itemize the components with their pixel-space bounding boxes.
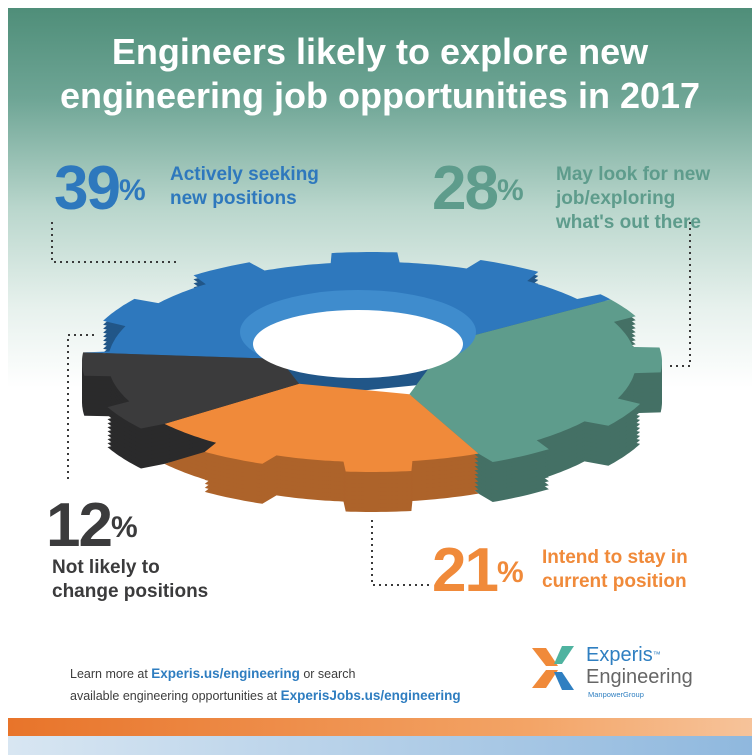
chart-hole [253,310,463,378]
callout-12-percent: 12% [46,491,138,560]
slice-4 [82,352,300,429]
callout-28-percent: 28% [432,154,524,223]
title-line-2: engineering job opportunities in 2017 [59,75,701,116]
leader-line-12 [67,334,94,482]
page-title: Engineers likely to explore new engineer… [8,30,752,118]
footer-line-2: available engineering opportunities at E… [70,688,461,703]
slice-3 [164,383,479,472]
callout-21-percent: 21% [432,536,524,605]
callout-12-label: Not likely to change positions [52,557,209,602]
callout-28-label: May look for new job/exploring what's ou… [556,164,711,233]
leader-line-28 [668,222,691,367]
experis-logo: Experis™ Engineering ManpowerGroup [528,642,728,702]
footer-line-1: Learn more at Experis.us/engineering or … [70,666,356,681]
experis-engineering-link[interactable]: Experis.us/engineering [151,666,300,681]
logo-subtitle: Engineering [586,666,693,688]
leader-line-39 [51,222,180,263]
experis-x-icon [532,646,574,690]
logo-group: ManpowerGroup [588,690,644,699]
footer-band-orange [8,718,752,736]
callout-39-label: Actively seeking new positions [170,164,319,209]
experis-jobs-link[interactable]: ExperisJobs.us/engineering [280,688,461,703]
callout-39-percent: 39% [54,154,146,223]
footer-text: Learn more at Experis.us/engineering or … [70,663,461,707]
footer-band-blue [8,736,752,755]
title-line-1: Engineers likely to explore new [111,31,649,72]
callout-21-label: Intend to stay in current position [542,547,688,592]
logo-name: Experis™ [586,644,661,666]
leader-line-21 [371,520,432,586]
